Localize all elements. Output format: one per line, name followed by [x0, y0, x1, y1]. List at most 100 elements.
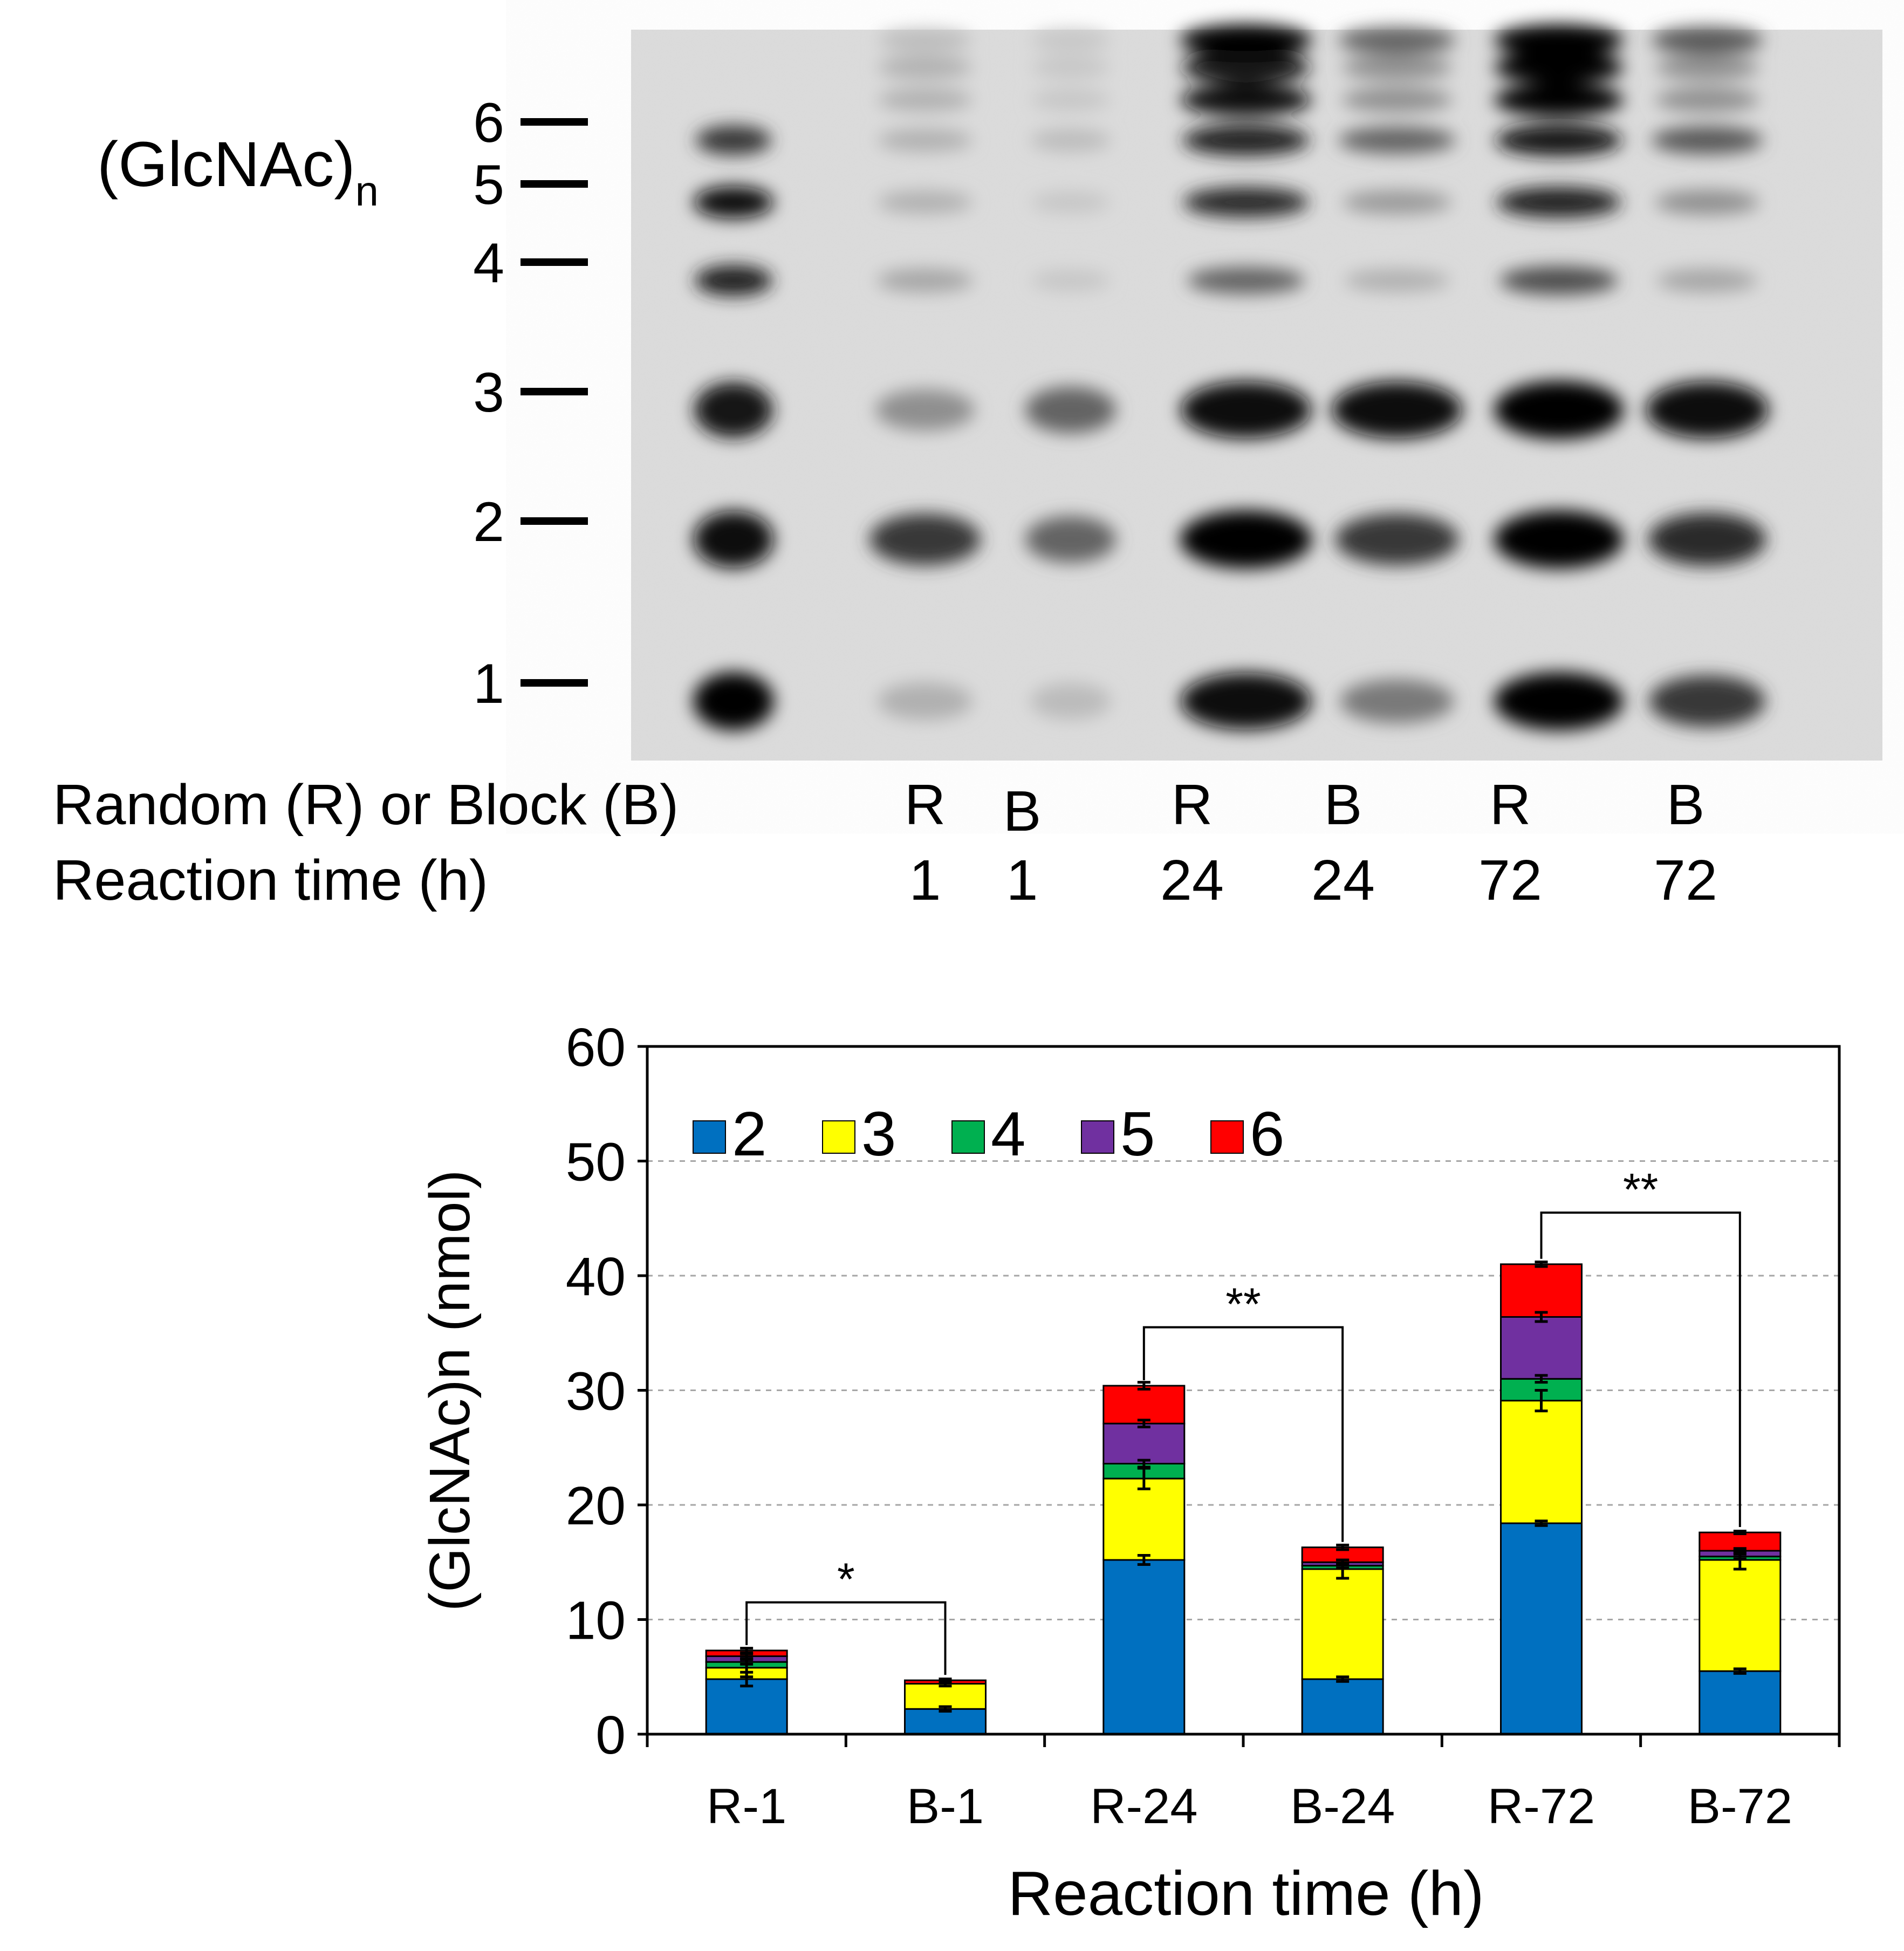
legend-swatch: [822, 1120, 855, 1154]
x-tick-label: B-24: [1290, 1779, 1395, 1834]
error-bar: [1137, 1554, 1150, 1566]
lane-type-label: B: [1003, 779, 1042, 843]
y-tick-label: 20: [566, 1476, 626, 1536]
gel-marker: 2: [473, 491, 588, 553]
gel-band: [1496, 187, 1621, 218]
gel-band: [869, 514, 981, 565]
significance-brackets: *****: [745, 1164, 1741, 1675]
error-bar: [1535, 1389, 1548, 1413]
significance-label: **: [1225, 1279, 1261, 1330]
legend-label: 2: [732, 1099, 767, 1169]
gel-band: [1025, 516, 1117, 563]
error-bar: [1137, 1419, 1150, 1428]
legend-swatch: [1210, 1120, 1244, 1154]
y-tick-label: 50: [566, 1132, 626, 1193]
legend-item: 6: [1210, 1099, 1285, 1169]
legend-item: 3: [822, 1099, 896, 1169]
gel-band: [1181, 673, 1311, 730]
gel-marker: 4: [473, 232, 588, 295]
x-tick-label: R-1: [707, 1779, 786, 1834]
gel-band: [1649, 675, 1765, 727]
legend-label: 6: [1250, 1099, 1285, 1169]
x-tick-label: B-1: [907, 1779, 984, 1834]
row-label-time: Reaction time (h): [53, 848, 488, 912]
gel-band: [1030, 683, 1111, 720]
lane-time-label: 1: [909, 848, 941, 912]
gel-band: [878, 682, 972, 720]
y-tick-label: 30: [566, 1361, 626, 1422]
error-bars: [740, 1261, 1747, 1713]
gel-band: [1655, 190, 1759, 215]
gel-band: [1183, 187, 1309, 218]
gel-marker-dash: [520, 180, 588, 188]
bracket-line: [745, 1601, 947, 1675]
x-tick-label: R-24: [1090, 1779, 1197, 1834]
gel-band: [693, 511, 774, 568]
error-bar: [1336, 1558, 1350, 1566]
bar-segment-2: [1102, 1559, 1186, 1735]
gel-band: [1031, 270, 1111, 291]
species-label: (GlcNAc)n: [97, 129, 379, 215]
bar-segment-5: [1500, 1316, 1583, 1380]
bar-segment-3: [904, 1683, 987, 1710]
x-tick-label: B-72: [1688, 1779, 1792, 1834]
legend-swatch: [1081, 1120, 1114, 1154]
x-axis-ticks: R-1 B-1 R-24 B-24 R-72 B-72: [646, 1734, 1841, 1834]
error-bar: [939, 1678, 952, 1683]
gel-marker-label: 4: [473, 232, 504, 295]
gel-marker-dash: [520, 517, 588, 525]
gel-band: [1494, 510, 1624, 569]
gel-marker-dash: [520, 118, 588, 126]
gel-band: [693, 186, 774, 218]
gel-band: [878, 88, 972, 112]
gel-band: [1031, 191, 1111, 213]
legend-label: 3: [861, 1099, 896, 1169]
species-label-subscript: n: [355, 167, 379, 215]
lane-time-label: 24: [1311, 848, 1375, 912]
lane-time-label: 72: [1478, 848, 1542, 912]
legend-item: 5: [1081, 1099, 1155, 1169]
gel-band: [1031, 30, 1111, 51]
lane-type-label: B: [1667, 773, 1705, 837]
gel-band: [1656, 269, 1758, 292]
gel-band: [1651, 126, 1763, 154]
bar-segment-2: [705, 1678, 788, 1735]
significance-label: **: [1623, 1164, 1658, 1215]
error-bar: [1336, 1675, 1350, 1683]
gel-marker-dash: [520, 679, 588, 687]
gel-band: [1030, 129, 1111, 152]
gel-marker-dash: [520, 258, 588, 266]
gel-band: [1648, 512, 1766, 566]
gel-marker-label: 5: [473, 154, 504, 216]
gel-marker: 1: [473, 653, 588, 715]
gel-band: [695, 125, 772, 155]
gel-band: [1180, 24, 1312, 57]
gel-marker-label: 2: [473, 491, 504, 553]
bracket-line: [1142, 1326, 1344, 1542]
error-bar: [740, 1647, 754, 1654]
gel-band: [1031, 89, 1111, 111]
legend-item: 2: [693, 1099, 767, 1169]
error-bar: [939, 1705, 952, 1713]
bar-segment-2: [1500, 1522, 1583, 1735]
gel-band: [1494, 83, 1624, 117]
significance-bracket: *: [745, 1554, 947, 1675]
error-bar: [1535, 1261, 1548, 1268]
y-axis-ticks: 0 10 20 30 40 50 60: [566, 1017, 647, 1765]
x-axis-label: Reaction time (h): [1008, 1858, 1484, 1928]
gel-band: [1341, 55, 1453, 80]
gel-band: [693, 672, 774, 730]
legend-item: 4: [951, 1099, 1026, 1169]
bar-segment-3: [1698, 1559, 1782, 1672]
gel-band: [1342, 190, 1452, 215]
lane-time-label: 72: [1654, 848, 1717, 912]
y-tick-label: 60: [566, 1017, 626, 1078]
gel-marker-label: 6: [473, 92, 504, 154]
gel-band: [1655, 55, 1759, 80]
lane-time-label: 1: [1006, 848, 1038, 912]
gel-band: [1031, 57, 1111, 78]
gel-band: [1496, 124, 1622, 156]
row-label-type: Random (R) or Block (B): [53, 773, 679, 837]
